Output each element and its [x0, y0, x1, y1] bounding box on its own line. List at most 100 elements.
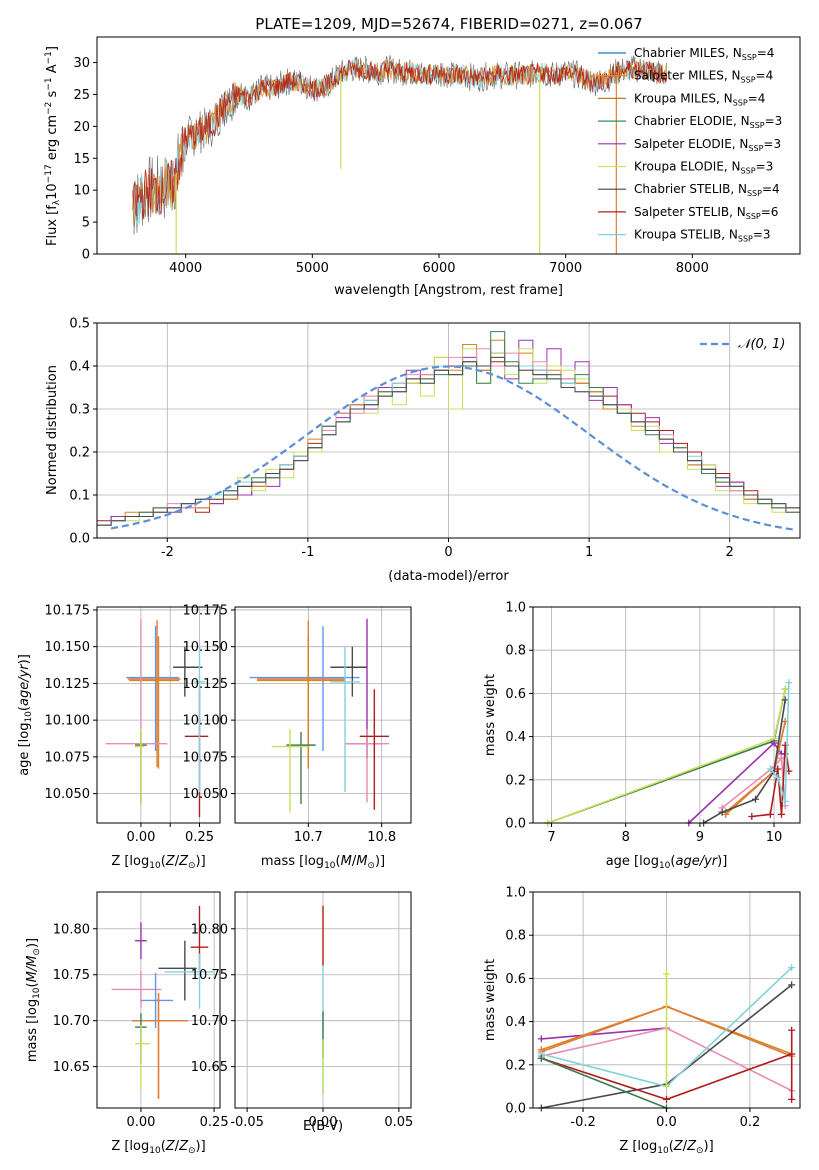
x-tick-label: 4000 [169, 261, 202, 276]
normal-legend-label: 𝒩(0, 1) [738, 337, 785, 352]
mass-weight-marker [766, 810, 774, 818]
x-axis-label-part: age [log [606, 854, 659, 869]
x-tick-label: 10.8 [367, 830, 396, 845]
x-axis-label-part: 10 [324, 861, 336, 871]
mass-weight-marker [788, 964, 796, 972]
y-tick-label: 20 [73, 120, 90, 135]
y-tick-label: 0.0 [69, 532, 90, 547]
mass-vs-ebv-panel: -0.05 0.00 0.05 10.65 10.70 10.75 10.80 E(B-V) [191, 891, 413, 1134]
legend-label: Salpeter STELIB, N [634, 205, 746, 219]
x-axis-label-part: ( [336, 854, 341, 869]
legend-label: Salpeter ELODIE, N [634, 137, 748, 151]
x-tick-label: 8000 [676, 261, 709, 276]
x-tick-label: 10.7 [294, 830, 323, 845]
y-tick-label: 10.70 [191, 1014, 228, 1029]
legend-sub: SSP [750, 121, 765, 130]
y-tick-label: 0 [82, 248, 90, 263]
mass-weight-marker [537, 1054, 545, 1062]
x-axis-label: Z [log10(Z/Z⊙)] [619, 1139, 713, 1156]
y-tick-label: 10.050 [183, 787, 229, 802]
x-axis-label: wavelength [Angstrom, rest frame] [334, 283, 563, 298]
y-axis-label-part: mass weight [483, 674, 498, 756]
y-tick-label: 10.175 [183, 603, 229, 618]
y-tick-label: 0.5 [69, 317, 90, 332]
age-vs-mass-panel: 10.7 10.8 10.050 10.075 10.100 10.125 10.150 10… [183, 603, 412, 871]
x-axis-label-part: ( [161, 1139, 166, 1154]
y-tick-label: 10.80 [53, 922, 90, 937]
mass-weight-marker [785, 679, 793, 687]
y-axis-label-part: λ [52, 199, 62, 205]
x-tick-label: 9 [696, 830, 704, 845]
mass-weight-marker [777, 810, 785, 818]
legend-entry: Chabrier ELODIE, NSSP=3 [634, 114, 782, 130]
x-axis-label-part: Z [686, 1139, 697, 1154]
histogram-series [97, 356, 800, 526]
mass-weight-marker [770, 739, 778, 747]
legend-suffix: =4 [757, 46, 775, 60]
legend-entry: Chabrier STELIB, NSSP=4 [634, 182, 780, 198]
y-axis-label-part: ] [45, 46, 60, 51]
y-tick-label: 10.70 [53, 1014, 90, 1029]
y-tick-label: 10 [73, 184, 90, 199]
axes-frame [96, 606, 221, 824]
y-tick-label: 10.075 [45, 750, 91, 765]
mass-weight-marker [663, 970, 670, 978]
y-axis-label-part: −2 [44, 102, 54, 115]
x-tick-label: 5000 [296, 261, 329, 276]
legend-entry: Kroupa MILES, NSSP=4 [634, 91, 765, 107]
y-tick-label: 10.075 [183, 750, 229, 765]
mass-weight-marker [781, 797, 789, 805]
x-axis-label-part: Z [673, 1139, 684, 1154]
x-axis-label-part: ⊙ [188, 861, 196, 871]
x-tick-label: 1 [585, 545, 593, 560]
x-axis-label-part: )] [375, 854, 385, 869]
normal-curve [110, 365, 794, 531]
x-tick-label: -2 [161, 545, 174, 560]
x-axis-label-part: Z [165, 854, 176, 869]
y-tick-label: 0.4 [505, 730, 526, 745]
mass-weight-marker [766, 765, 774, 773]
x-axis-label-part: mass [log [261, 854, 324, 869]
legend-label: Chabrier ELODIE, N [634, 114, 750, 128]
x-axis-label-part: Z [165, 1139, 176, 1154]
y-axis-label-part: s [45, 90, 60, 101]
legend-suffix: =3 [756, 160, 774, 174]
mass-weight-marker [748, 813, 756, 821]
y-axis-label-part: )] [25, 938, 40, 948]
age-vs-metallicity-panel: 0.00 0.25 10.050 10.075 10.100 10.125 10.150 10… [17, 603, 221, 871]
y-tick-label: 15 [73, 152, 90, 167]
x-axis-label-part: ⊙ [367, 861, 375, 871]
mass-weight-series [769, 682, 790, 802]
y-axis-label-part: Flux [f [45, 205, 60, 246]
y-axis-label-part: Normed distribution [45, 365, 60, 495]
mass-weight-marker [774, 774, 782, 782]
mass-weight-series [547, 688, 786, 824]
legend-sub: SSP [733, 98, 748, 107]
x-tick-label: 0.25 [200, 1115, 229, 1130]
y-tick-label: 10.050 [45, 787, 91, 802]
x-tick-label: -1 [301, 545, 314, 560]
y-tick-label: 0.2 [505, 773, 526, 788]
x-axis-label: E(B-V) [303, 1119, 343, 1134]
mass-weight-series [541, 1057, 667, 1109]
mass-weight-series [547, 688, 786, 824]
legend-sub: SSP [741, 167, 756, 176]
spectrum-panel: 4000 5000 6000 7000 8000 0 5 10 15 20 25 30 waveleng… [44, 36, 801, 298]
y-tick-label: 10.125 [45, 677, 91, 692]
x-axis-label: mass [log10(M/M⊙)] [261, 854, 385, 871]
x-axis-label-part: ( [161, 854, 166, 869]
y-tick-label: 0.0 [505, 817, 526, 832]
y-tick-label: 10.75 [191, 968, 228, 983]
mass-weight-marker [781, 696, 789, 704]
mass-weight-series [541, 1027, 667, 1040]
x-axis-label-part: ( [670, 854, 675, 869]
x-axis-label-part: / [352, 854, 357, 869]
x-axis-label-part: Z [178, 854, 189, 869]
y-tick-label: 0.0 [505, 1102, 526, 1117]
x-axis-label-part: )] [196, 1139, 206, 1154]
y-axis-label-part: 10 [24, 711, 34, 723]
y-tick-label: 10.175 [45, 603, 91, 618]
x-axis-label-part: M [356, 854, 367, 869]
